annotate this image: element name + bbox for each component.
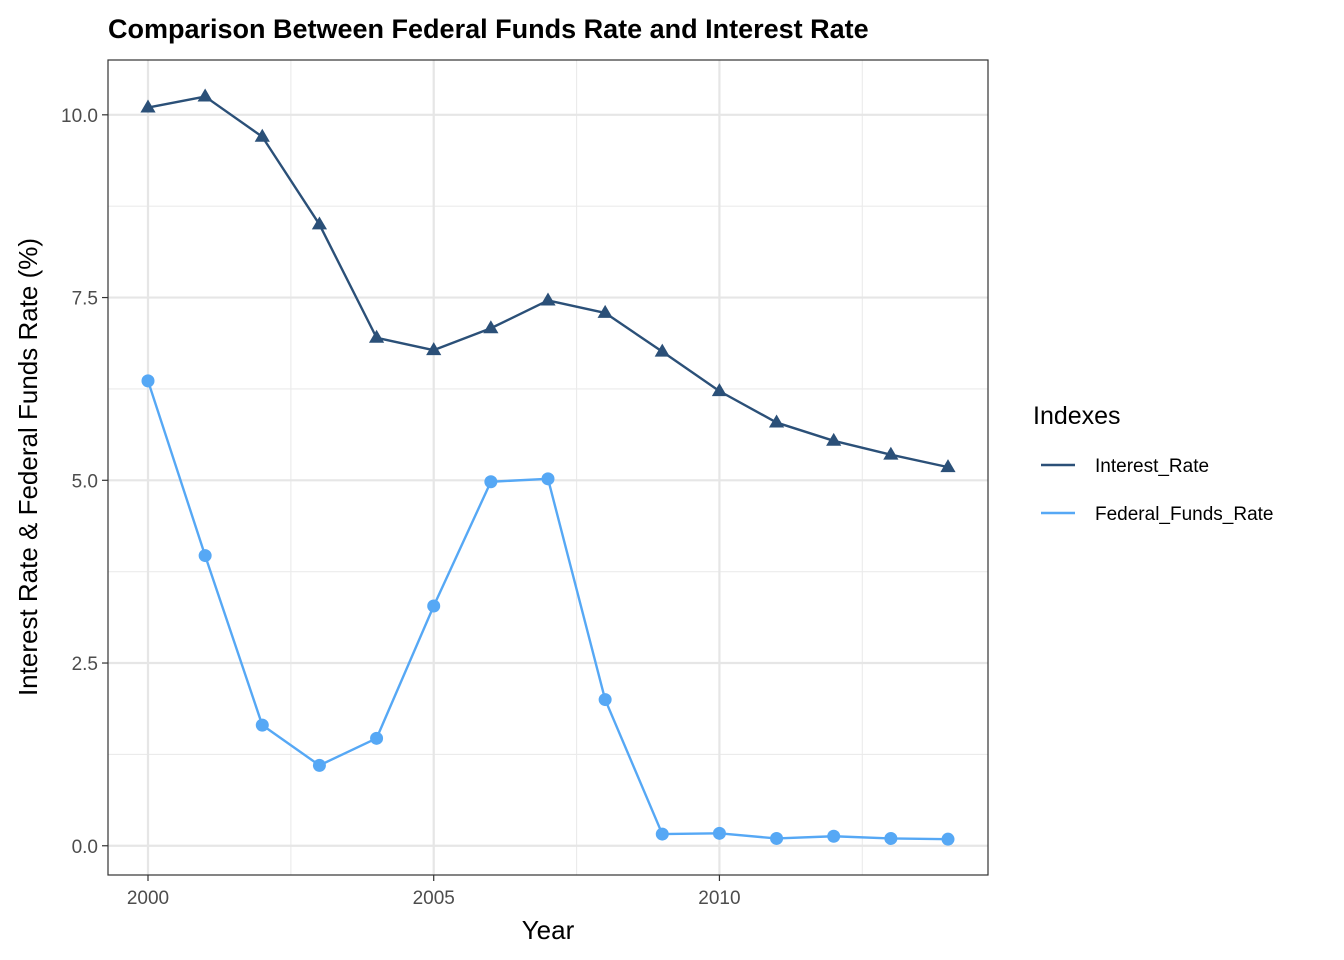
y-tick-label: 2.5 <box>72 654 98 675</box>
point-federal-funds-rate <box>484 475 498 489</box>
point-federal-funds-rate <box>141 374 155 388</box>
point-federal-funds-rate <box>941 832 955 846</box>
x-tick-label: 2005 <box>413 888 455 909</box>
point-federal-funds-rate <box>255 718 269 732</box>
point-interest-rate <box>368 329 385 343</box>
point-federal-funds-rate <box>312 758 326 772</box>
point-interest-rate <box>140 99 156 113</box>
y-tick-label: 5.0 <box>72 471 98 492</box>
point-federal-funds-rate <box>427 599 441 613</box>
point-interest-rate <box>254 128 270 142</box>
point-federal-funds-rate <box>598 693 612 707</box>
legend-label-federal-funds-rate: Federal_Funds_Rate <box>1095 504 1274 525</box>
chart-title: Comparison Between Federal Funds Rate an… <box>108 14 869 44</box>
y-axis-title: Interest Rate & Federal Funds Rate (%) <box>13 238 43 696</box>
point-interest-rate <box>597 304 613 318</box>
minor-gridlines <box>108 60 988 875</box>
x-axis: 2000 2005 2010 <box>127 875 741 909</box>
series-layer <box>140 88 956 846</box>
point-federal-funds-rate <box>655 827 669 841</box>
x-tick-label: 2010 <box>698 888 740 909</box>
point-interest-rate <box>711 383 728 397</box>
legend-item-interest-rate: Interest_Rate <box>1041 456 1209 477</box>
plot-panel-border <box>107 59 989 876</box>
point-interest-rate <box>311 216 328 230</box>
legend-title: Indexes <box>1033 402 1121 430</box>
point-interest-rate <box>826 432 842 446</box>
legend: Indexes Interest_Rate Federal_Funds_Rate <box>1033 402 1274 525</box>
point-federal-funds-rate <box>541 472 555 486</box>
point-federal-funds-rate <box>712 826 726 840</box>
legend-label-interest-rate: Interest_Rate <box>1095 456 1209 477</box>
y-tick-label: 7.5 <box>72 289 98 310</box>
point-interest-rate <box>197 88 213 102</box>
point-federal-funds-rate <box>370 731 384 745</box>
point-interest-rate <box>768 414 785 428</box>
point-federal-funds-rate <box>198 549 212 563</box>
point-federal-funds-rate <box>770 831 784 845</box>
point-interest-rate <box>540 292 556 306</box>
point-interest-rate <box>883 446 899 460</box>
point-interest-rate <box>940 459 956 473</box>
major-gridlines <box>108 60 988 875</box>
y-axis: 0.0 2.5 5.0 7.5 10.0 <box>61 106 108 858</box>
y-tick-label: 10.0 <box>61 106 98 127</box>
series-line-federal-funds-rate <box>146 380 949 841</box>
x-axis-title: Year <box>522 915 575 945</box>
x-tick-label: 2000 <box>127 888 169 909</box>
point-interest-rate <box>654 343 670 357</box>
point-federal-funds-rate <box>827 829 841 843</box>
point-interest-rate <box>483 320 499 334</box>
point-interest-rate <box>426 342 442 356</box>
y-tick-label: 0.0 <box>72 837 98 858</box>
legend-item-federal-funds-rate: Federal_Funds_Rate <box>1041 504 1274 525</box>
point-federal-funds-rate <box>884 831 898 845</box>
series-line-interest-rate <box>147 95 949 469</box>
